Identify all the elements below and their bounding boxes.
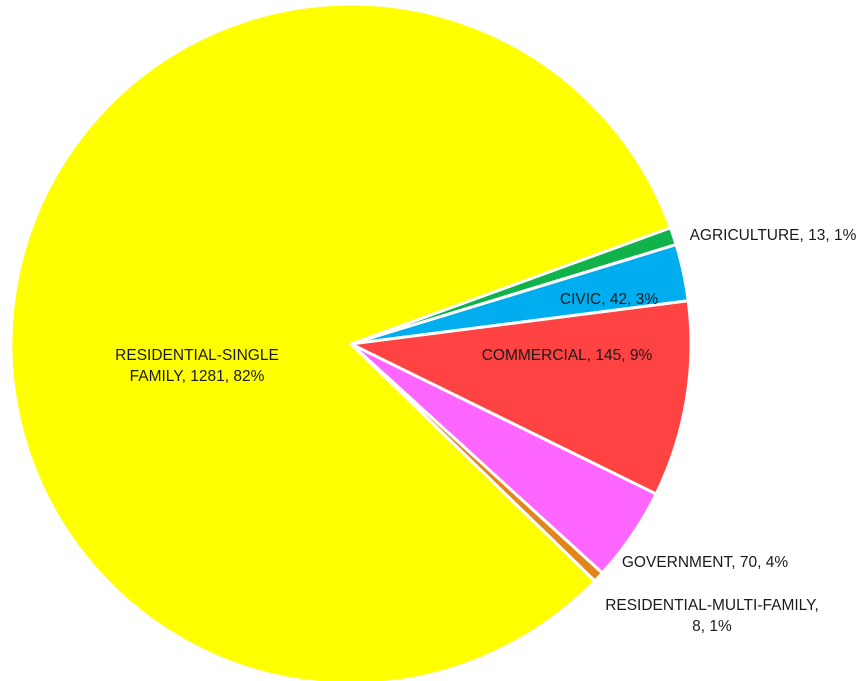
data-label-line: 8, 1% (692, 618, 732, 635)
data-label-residential-multi-family: RESIDENTIAL-MULTI-FAMILY, 8, 1% (605, 597, 819, 635)
data-label-line: GOVERNMENT, 70, 4% (622, 554, 788, 571)
data-label-commercial: COMMERCIAL, 145, 9% (482, 347, 653, 364)
data-label-agriculture: AGRICULTURE, 13, 1% (690, 227, 857, 244)
data-label-civic: CIVIC, 42, 3% (560, 291, 658, 308)
data-label-line: CIVIC, 42, 3% (560, 291, 658, 308)
data-label-residential-single-family: RESIDENTIAL-SINGLE FAMILY, 1281, 82% (115, 347, 279, 385)
pie-slice-residential-single-family (9, 2, 672, 681)
data-label-line: RESIDENTIAL-MULTI-FAMILY, (605, 597, 819, 614)
data-label-line: AGRICULTURE, 13, 1% (690, 227, 857, 244)
data-label-line: FAMILY, 1281, 82% (130, 368, 265, 385)
pie-slices (9, 2, 693, 681)
pie-slice-commercial (349, 299, 693, 496)
data-label-line: COMMERCIAL, 145, 9% (482, 347, 653, 364)
data-label-government: GOVERNMENT, 70, 4% (622, 554, 788, 571)
data-label-line: RESIDENTIAL-SINGLE (115, 347, 279, 364)
pie-labels: AGRICULTURE, 13, 1% CIVIC, 42, 3% COMMERCI… (115, 227, 856, 635)
